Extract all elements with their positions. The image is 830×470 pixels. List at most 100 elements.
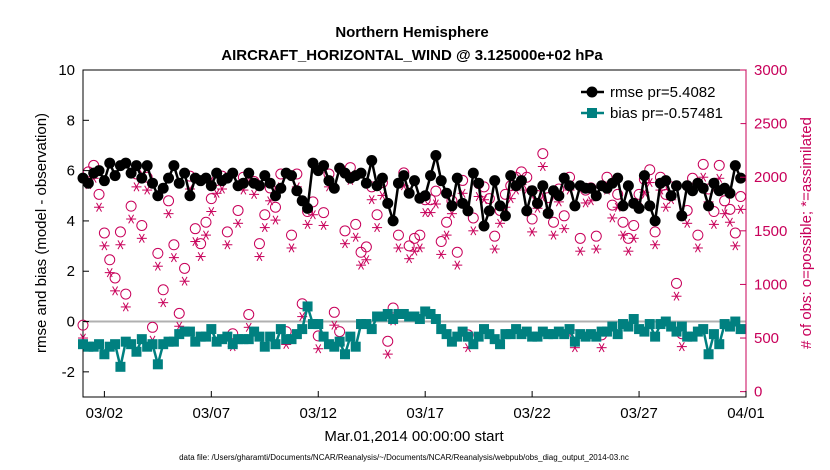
obs-possible-point: [558, 210, 570, 222]
x-axis-label: Mar.01,2014 00:00:00 start: [324, 428, 504, 445]
obs-assimilated-stroke: [646, 177, 653, 188]
rmse-point: [387, 215, 399, 227]
obs-assimilated-stroke: [732, 241, 739, 251]
rmse-point: [398, 170, 410, 182]
obs-assimilated-point: [735, 204, 746, 214]
rmse-point: [505, 170, 517, 182]
obs-assimilated-point: [195, 251, 206, 262]
rmse-point: [542, 207, 554, 219]
bias-point: [420, 306, 431, 317]
obs-assimilated-stroke: [582, 198, 589, 208]
rmse-point: [264, 177, 276, 189]
obs-assimilated-point: [270, 215, 281, 225]
bias-point: [174, 329, 185, 340]
rmse-point: [275, 182, 287, 194]
obs-assimilated-point: [233, 218, 244, 228]
bias-point: [692, 326, 703, 337]
rmse-point: [291, 185, 303, 197]
obs-assimilated-point: [580, 198, 591, 208]
obs-assimilated-point: [708, 219, 719, 229]
bias-point: [698, 324, 709, 335]
y-tick-label: 4: [67, 213, 75, 230]
obs-assimilated-point: [596, 343, 607, 353]
obs-possible-point: [168, 239, 180, 251]
bias-point: [575, 329, 586, 340]
bias-point: [83, 341, 94, 352]
obs-assimilated-point: [217, 184, 228, 194]
obs-assimilated-point: [163, 209, 174, 219]
obs-assimilated-stroke: [379, 190, 386, 201]
y-right-tick-label: 500: [754, 330, 779, 347]
obs-possible-point: [98, 227, 110, 239]
obs-assimilated-stroke: [721, 209, 728, 219]
obs-assimilated-point: [682, 218, 693, 228]
bias-point: [714, 339, 725, 350]
obs-assimilated-stroke: [539, 161, 546, 172]
obs-possible-point: [719, 195, 731, 207]
rmse-series-group: [77, 150, 747, 232]
rmse-point: [489, 175, 501, 187]
y-tick-label: -2: [62, 364, 75, 381]
obs-possible-point: [269, 201, 281, 213]
bias-point: [99, 349, 110, 360]
bias-point: [323, 339, 334, 350]
rmse-point: [93, 165, 105, 177]
bias-point: [281, 334, 292, 345]
bias-point: [682, 331, 693, 342]
rmse-point: [82, 177, 94, 189]
rmse-point: [147, 177, 159, 189]
bias-point: [500, 329, 511, 340]
y-axis-left-ticks: -2 0 2 4 6 8 10: [58, 62, 89, 381]
bias-point: [259, 341, 270, 352]
obs-assimilated-point: [430, 199, 441, 209]
bias-point: [719, 319, 730, 330]
rmse-point: [355, 167, 367, 179]
obs-assimilated-point: [136, 233, 147, 243]
rmse-point: [120, 157, 132, 169]
rmse-point: [403, 187, 415, 199]
bias-point: [233, 334, 244, 345]
rmse-point: [157, 182, 169, 194]
bias-point: [580, 331, 591, 342]
bias-point: [184, 326, 195, 337]
bias-point: [660, 316, 671, 327]
bias-point: [131, 346, 142, 357]
bias-point: [211, 336, 222, 347]
y-tick-label: 2: [67, 263, 75, 280]
bias-point: [628, 314, 639, 325]
bias-point: [495, 339, 506, 350]
obs-possible-point: [350, 218, 362, 230]
rmse-point: [729, 160, 741, 172]
obs-assimilated-stroke: [529, 227, 536, 237]
rmse-point: [446, 200, 458, 212]
obs-possible-point: [467, 212, 479, 224]
obs-assimilated-point: [350, 232, 361, 242]
obs-possible-point: [195, 238, 207, 250]
bias-point: [345, 331, 356, 342]
chart-title-group: Northern Hemisphere AIRCRAFT_HORIZONTAL_…: [221, 24, 603, 64]
y-axis-label: rmse and bias (model - observation): [33, 113, 50, 353]
bias-point: [206, 324, 217, 335]
obs-possible-point: [125, 200, 137, 212]
y-tick-label: 0: [67, 314, 75, 331]
obs-possible-point: [548, 216, 560, 228]
bias-point: [356, 319, 367, 330]
legend-rmse-label: rmse pr=5.4082: [610, 84, 715, 101]
obs-assimilated-stroke: [694, 243, 701, 253]
bias-point: [601, 326, 612, 337]
rmse-point: [735, 172, 747, 184]
bias-point: [708, 329, 719, 340]
obs-assimilated-point: [286, 243, 297, 253]
obs-possible-point: [77, 319, 89, 331]
rmse-point: [253, 180, 265, 192]
x-tick-label: 03/07: [193, 405, 231, 422]
rmse-point: [136, 172, 148, 184]
bias-point: [730, 316, 741, 327]
obs-possible-point: [483, 193, 495, 205]
obs-assimilated-point: [559, 224, 570, 234]
obs-assimilated-stroke: [192, 236, 199, 247]
obs-possible-point: [526, 213, 538, 225]
bias-point: [425, 308, 436, 319]
bias-point: [200, 331, 211, 342]
bias-point: [623, 321, 634, 332]
